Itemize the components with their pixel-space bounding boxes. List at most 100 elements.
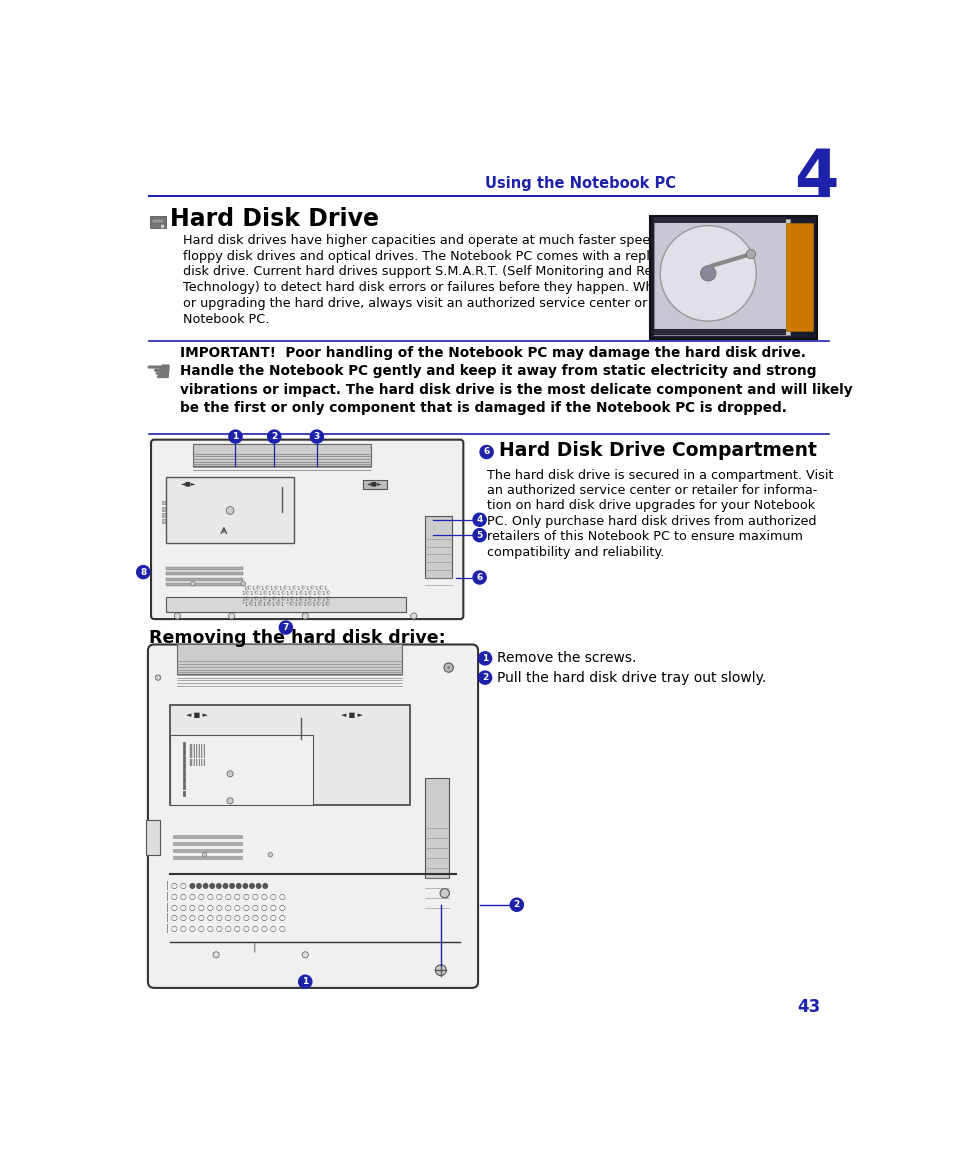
Bar [331, 710, 373, 722]
Bar [363, 479, 386, 489]
Bar [173, 835, 243, 840]
Circle shape [473, 571, 486, 584]
Text: 6: 6 [476, 573, 482, 582]
Text: 1©1©1©1©1©1©1©1©1©1©: 1©1©1©1©1©1©1©1©1©1© [240, 591, 331, 596]
Text: 2: 2 [271, 432, 277, 441]
Text: 5: 5 [476, 530, 482, 539]
Circle shape [510, 899, 523, 911]
Circle shape [136, 566, 150, 579]
Bar [177, 644, 402, 673]
Text: IMPORTANT!  Poor handling of the Notebook PC may damage the hard disk drive.: IMPORTANT! Poor handling of the Notebook… [179, 345, 804, 359]
Bar [425, 516, 452, 578]
Bar [785, 223, 812, 331]
Circle shape [160, 224, 165, 229]
Bar [175, 710, 218, 722]
Circle shape [229, 430, 242, 444]
Bar [193, 445, 371, 465]
Text: retailers of this Notebook PC to ensure maximum: retailers of this Notebook PC to ensure … [486, 530, 801, 543]
Text: Hard Disk Drive Compartment: Hard Disk Drive Compartment [498, 441, 816, 460]
Circle shape [473, 513, 486, 527]
Circle shape [229, 613, 234, 619]
Bar [170, 736, 313, 805]
Text: PC. Only purchase hard disk drives from authorized: PC. Only purchase hard disk drives from … [486, 515, 815, 528]
Text: ☚: ☚ [144, 359, 172, 388]
Text: | ○ ○ ○ ○ ○ ○ ○ ○ ○ ○ ○ ○ ○: | ○ ○ ○ ○ ○ ○ ○ ○ ○ ○ ○ ○ ○ [166, 924, 285, 933]
Text: 2: 2 [481, 673, 488, 683]
Text: disk drive. Current hard drives support S.M.A.R.T. (Self Monitoring and Reportin: disk drive. Current hard drives support … [183, 266, 698, 278]
Text: be the first or only component that is damaged if the Notebook PC is dropped.: be the first or only component that is d… [179, 401, 786, 415]
Text: | ○ ○ ○ ○ ○ ○ ○ ○ ○ ○ ○ ○ ○: | ○ ○ ○ ○ ○ ○ ○ ○ ○ ○ ○ ○ ○ [166, 914, 285, 923]
Bar [170, 705, 410, 805]
Text: compatibility and reliability.: compatibility and reliability. [486, 545, 663, 559]
Text: Pull the hard disk drive tray out slowly.: Pull the hard disk drive tray out slowly… [497, 671, 765, 685]
Text: 8: 8 [140, 567, 146, 576]
Text: an authorized service center or retailer for informa-: an authorized service center or retailer… [486, 484, 816, 497]
Text: The hard disk drive is secured in a compartment. Visit: The hard disk drive is secured in a comp… [486, 469, 832, 482]
Text: floppy disk drives and optical drives. The Notebook PC comes with a replaceable : floppy disk drives and optical drives. T… [183, 249, 732, 262]
Circle shape [191, 581, 195, 586]
Circle shape [227, 770, 233, 777]
Bar [649, 216, 816, 338]
Text: 2: 2 [513, 900, 519, 909]
Text: 1©1©1©1©1©1©1©1©1©1©: 1©1©1©1©1©1©1©1©1©1© [240, 597, 331, 602]
Bar [654, 219, 789, 335]
Text: Notebook PC.: Notebook PC. [183, 313, 269, 326]
Circle shape [213, 952, 219, 957]
Bar [166, 578, 243, 581]
Text: 3: 3 [314, 432, 319, 441]
Circle shape [174, 613, 180, 619]
Circle shape [410, 613, 416, 619]
FancyBboxPatch shape [151, 440, 463, 619]
Bar [166, 567, 243, 569]
Text: Technology) to detect hard disk errors or failures before they happen. When repl: Technology) to detect hard disk errors o… [183, 281, 732, 295]
Bar [150, 216, 166, 228]
Text: | ○ ○ ○ ○ ○ ○ ○ ○ ○ ○ ○ ○ ○: | ○ ○ ○ ○ ○ ○ ○ ○ ○ ○ ○ ○ ○ [166, 902, 285, 911]
Text: IIIIIII: IIIIIII [188, 744, 206, 753]
Circle shape [302, 952, 308, 957]
Bar [654, 217, 785, 223]
Text: 4: 4 [794, 148, 838, 210]
Text: Hard Disk Drive: Hard Disk Drive [171, 207, 379, 231]
Circle shape [310, 430, 323, 444]
Text: |: | [253, 941, 256, 952]
Bar [166, 572, 243, 575]
Bar [166, 597, 406, 612]
Bar [166, 583, 243, 586]
Circle shape [745, 249, 755, 259]
Text: 6: 6 [483, 447, 489, 456]
Text: 43: 43 [797, 998, 820, 1016]
Text: ◄ ■ ►: ◄ ■ ► [186, 711, 208, 718]
Text: ◄■►: ◄■► [181, 482, 196, 486]
Circle shape [279, 621, 293, 634]
Text: Hard disk drives have higher capacities and operate at much faster speeds than: Hard disk drives have higher capacities … [183, 233, 698, 247]
Circle shape [155, 675, 160, 680]
Circle shape [659, 225, 756, 321]
Bar [654, 329, 785, 335]
Bar [162, 519, 200, 523]
Circle shape [479, 446, 493, 459]
Bar [173, 849, 243, 854]
Circle shape [202, 852, 207, 857]
Circle shape [268, 852, 273, 857]
Circle shape [439, 888, 449, 897]
Circle shape [302, 613, 308, 619]
Text: | ○ ○ ●●●●●●●●●●●●: | ○ ○ ●●●●●●●●●●●● [166, 881, 268, 891]
Circle shape [435, 964, 446, 976]
Text: or upgrading the hard drive, always visit an authorized service center or retail: or upgrading the hard drive, always visi… [183, 297, 745, 310]
Circle shape [700, 266, 716, 281]
Text: ◄■►: ◄■► [367, 482, 382, 486]
Bar [166, 477, 294, 543]
Text: 4: 4 [476, 515, 482, 524]
Text: Handle the Notebook PC gently and keep it away from static electricity and stron: Handle the Notebook PC gently and keep i… [179, 364, 816, 378]
Circle shape [227, 798, 233, 804]
Circle shape [473, 529, 486, 542]
Text: 1: 1 [302, 977, 308, 986]
Circle shape [478, 671, 491, 684]
Circle shape [268, 430, 280, 444]
Text: 1: 1 [233, 432, 238, 441]
Text: Removing the hard disk drive:: Removing the hard disk drive: [149, 628, 445, 647]
Circle shape [298, 975, 312, 989]
Circle shape [241, 581, 245, 586]
Text: Using the Notebook PC: Using the Notebook PC [484, 176, 675, 191]
Bar [173, 842, 243, 847]
